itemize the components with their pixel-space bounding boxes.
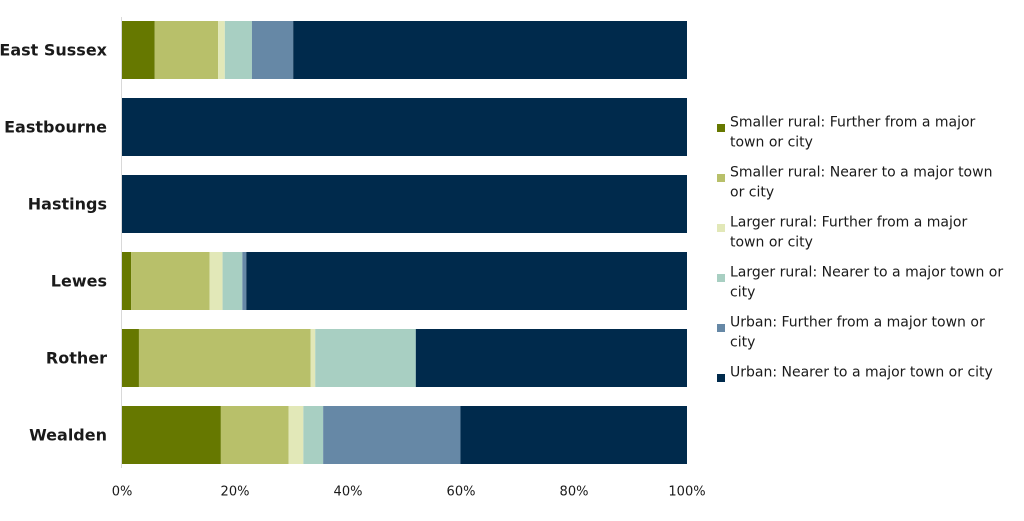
legend-label-5: Urban: Further from a major town or city: [730, 315, 985, 351]
bar-rother-series-3: [310, 329, 316, 387]
bar-east-sussex-series-1: [122, 21, 155, 79]
bar-lewes-series-1: [122, 252, 132, 310]
bar-rother-series-1: [122, 329, 139, 387]
legend-label-3: Larger rural: Further from a major town o…: [730, 215, 967, 251]
bar-lewes-series-6: [246, 252, 688, 310]
legend-swatch-4: [717, 274, 725, 282]
category-labels: East Sussex Eastbourne Hastings Lewes Rother…: [0, 41, 108, 445]
category-label-eastbourne: Eastbourne: [4, 118, 107, 137]
x-tick-label: 80%: [560, 485, 589, 500]
bar-lewes-series-5: [242, 252, 247, 310]
x-tick-label: 0%: [112, 485, 133, 500]
bar-wealden-series-5: [323, 406, 461, 464]
legend-label-2: Smaller rural: Nearer to a major town or …: [730, 165, 992, 201]
x-tick-label: 60%: [447, 485, 476, 500]
bar-rother-series-2: [138, 329, 311, 387]
bar-east-sussex-series-5: [251, 21, 294, 79]
bar-rother-series-4: [315, 329, 416, 387]
category-label-wealden: Wealden: [29, 426, 107, 445]
legend-swatch-1: [717, 124, 725, 132]
bar-lewes-series-2: [131, 252, 210, 310]
bar-hastings-series-6: [122, 175, 687, 233]
x-tick-label: 20%: [221, 485, 250, 500]
bar-wealden-series-2: [220, 406, 289, 464]
x-tick-label: 40%: [334, 485, 363, 500]
legend-swatch-3: [717, 224, 725, 232]
bar-lewes-series-3: [209, 252, 223, 310]
bar-wealden-series-3: [288, 406, 304, 464]
bar-east-sussex-series-2: [154, 21, 219, 79]
bar-east-sussex-series-6: [293, 21, 687, 79]
bars-group: [122, 21, 688, 464]
bar-wealden-series-6: [460, 406, 687, 464]
x-tick-labels: 0% 20% 40% 60% 80% 100%: [112, 485, 706, 500]
category-label-east-sussex: East Sussex: [0, 41, 108, 60]
x-tick-label: 100%: [668, 485, 705, 500]
legend-label-4: Larger rural: Nearer to a major town or c…: [730, 265, 1003, 301]
legend-label-6: Urban: Nearer to a major town or city: [730, 365, 993, 381]
legend-label-1: Smaller rural: Further from a major town …: [730, 115, 976, 151]
bar-eastbourne-series-6: [122, 98, 687, 156]
bar-east-sussex-series-3: [218, 21, 225, 79]
legend: Smaller rural: Further from a major town …: [717, 115, 1003, 382]
category-label-lewes: Lewes: [51, 272, 107, 291]
bar-wealden-series-1: [122, 406, 221, 464]
category-label-rother: Rother: [46, 349, 107, 368]
legend-swatch-6: [717, 374, 725, 382]
legend-swatch-2: [717, 174, 725, 182]
bar-wealden-series-4: [303, 406, 324, 464]
bar-lewes-series-4: [222, 252, 243, 310]
legend-swatch-5: [717, 324, 725, 332]
bar-rother-series-6: [415, 329, 687, 387]
bar-east-sussex-series-4: [224, 21, 252, 79]
category-label-hastings: Hastings: [28, 195, 107, 214]
